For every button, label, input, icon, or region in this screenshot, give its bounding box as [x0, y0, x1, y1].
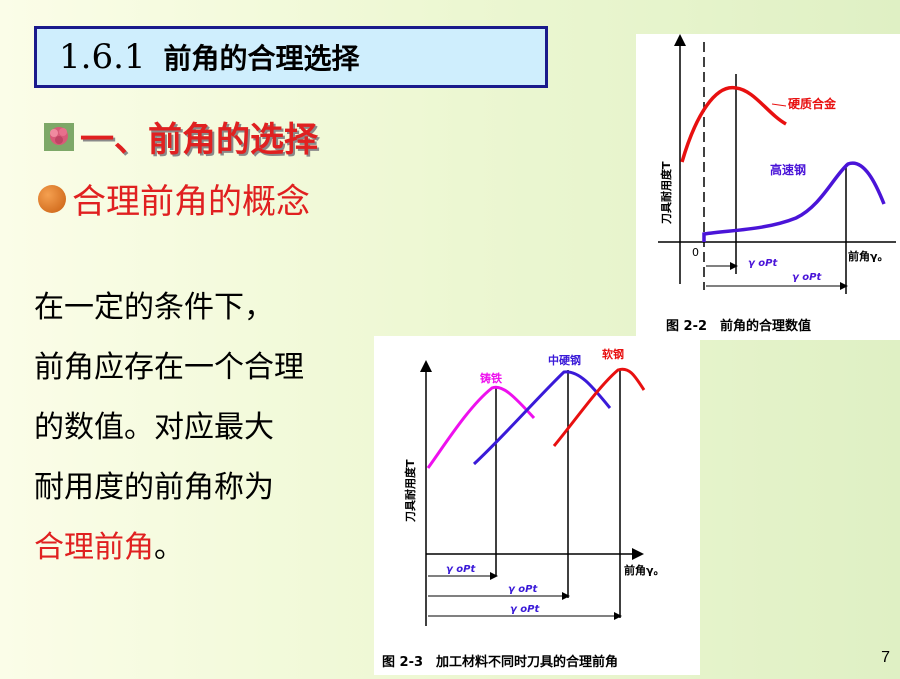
fig2-curve-cast-iron: [426, 385, 536, 469]
definition-paragraph: 在一定的条件下， 前角应存在一个合理 的数值。对应最大 耐用度的前角称为 合理前…: [34, 278, 374, 578]
fig1-curve-carbide: [680, 85, 787, 163]
orange-bullet-icon: [38, 184, 66, 213]
section-title: 一、前角的选择: [80, 120, 318, 160]
fig2-label-medium-steel: 中硬钢: [548, 353, 581, 367]
fig2-label-soft-steel: 软钢: [602, 347, 624, 361]
fig1-caption: 图 2-2 前角的合理数值: [666, 318, 811, 334]
fig2-opt-3: γ oPt: [510, 604, 540, 615]
fig2-label-cast-iron: 铸铁: [480, 371, 502, 385]
title-number: 1.6.1: [59, 37, 146, 77]
fig2-curve-soft-steel: [552, 367, 646, 447]
flower-icon: [44, 122, 74, 151]
fig1-ylabel: 刀具耐用度T: [659, 161, 673, 224]
fig2-opt-2: γ oPt: [508, 584, 538, 595]
fig1-xlabel: 前角γ。: [848, 249, 889, 263]
figure-2-2-chart: 硬质合金 高速钢 0 前角γ。 γ oPt γ oPt 刀具耐用度T 图 2-2…: [658, 34, 896, 334]
body-line-5-end: 。: [154, 530, 184, 565]
figure-2-3-chart: 铸铁 中硬钢 软钢 前角γ。 γ oPt γ oPt γ oPt 刀具耐用度T …: [382, 347, 665, 670]
figure-2-3: 铸铁 中硬钢 软钢 前角γ。 γ oPt γ oPt γ oPt 刀具耐用度T …: [374, 336, 700, 675]
section-heading: 一、前角的选择: [44, 112, 318, 161]
bullet-title: 合理前角的概念: [72, 182, 310, 222]
fig1-label-carbide: 硬质合金: [788, 96, 837, 111]
fig2-caption: 图 2-3 加工材料不同时刀具的合理前角: [382, 654, 618, 670]
page-title: 前角的合理选择: [163, 42, 360, 75]
fig2-curve-medium-steel: [472, 370, 612, 466]
fig2-xlabel: 前角γ。: [624, 563, 665, 577]
fig2-ylabel: 刀具耐用度T: [403, 459, 417, 522]
bullet-heading: 合理前角的概念: [38, 174, 310, 223]
body-line-3: 的数值。对应最大: [34, 410, 274, 445]
page-number: 7: [881, 649, 890, 666]
fig1-origin: 0: [692, 246, 699, 259]
highlight-term: 合理前角: [34, 530, 154, 565]
fig1-opt-2: γ oPt: [792, 272, 822, 283]
title-box: 1.6.1 前角的合理选择: [34, 26, 548, 88]
fig2-opt-1: γ oPt: [446, 564, 476, 575]
body-line-1: 在一定的条件下，: [34, 290, 274, 325]
fig1-curve-hss: [702, 161, 886, 242]
figure-2-2: 硬质合金 高速钢 0 前角γ。 γ oPt γ oPt 刀具耐用度T 图 2-2…: [636, 34, 900, 340]
body-line-5: 合理前角。: [34, 518, 374, 578]
body-line-2: 前角应存在一个合理: [34, 350, 304, 385]
fig1-opt-1: γ oPt: [748, 258, 778, 269]
fig1-label-hss: 高速钢: [770, 162, 806, 177]
body-line-4: 耐用度的前角称为: [34, 470, 274, 505]
